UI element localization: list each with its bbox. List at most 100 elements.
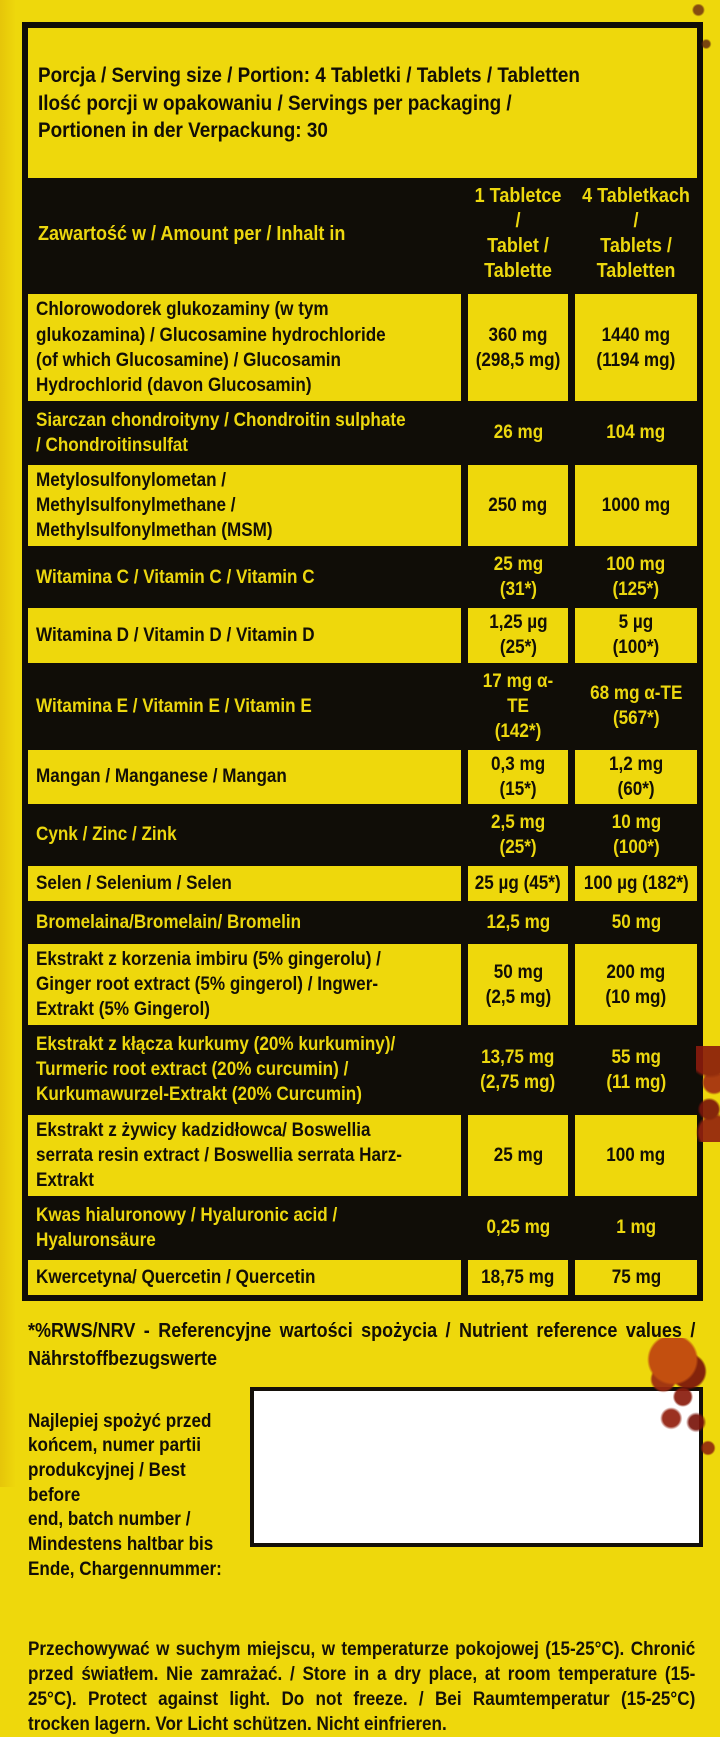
nrv-footnote: *%RWS/NRV - Referencyjne wartości spożyc… (28, 1319, 696, 1370)
amount-per-4-tablets-text: 55 mg (11 mg) (606, 1046, 666, 1093)
table-body: Chlorowodorek glukozaminy (w tym glukoza… (28, 290, 697, 1295)
amount-per-1-tablet-text: 12,5 mg (486, 912, 550, 933)
ingredient-name-text: Metylosulfonylometan / Methylsulfonylmet… (36, 469, 273, 542)
amount-per-1-tablet: 1,25 µg (25*) (468, 608, 568, 663)
header-amount-per: Zawartość w / Amount per / Inhalt in (38, 222, 346, 245)
ingredient-name-text: Ekstrakt z żywicy kadzidłowca/ Boswellia… (36, 1119, 402, 1191)
table-row: Kwercetyna/ Quercetin / Quercetin 18,75 m… (28, 1259, 697, 1295)
ingredient-name-text: Ekstrakt z kłącza kurkumy (20% kurkuminy… (36, 1034, 396, 1106)
serving-info-text: Porcja / Serving size / Portion: 4 Table… (38, 64, 580, 142)
ingredient-name: Kwercetyna/ Quercetin / Quercetin (28, 1259, 461, 1295)
ingredient-name-text: Bromelaina/Bromelain/ Bromelin (36, 912, 302, 933)
amount-per-1-tablet: 13,75 mg (2,75 mg) (468, 1029, 568, 1110)
ingredient-name-text: Witamina D / Vitamin D / Vitamin D (36, 624, 315, 646)
amount-per-4-tablets-text: 1 mg (616, 1217, 656, 1239)
ingredient-name: Bromelaina/Bromelain/ Bromelin (28, 905, 461, 940)
best-before-section: Najlepiej spożyć przed końcem, numer par… (28, 1385, 703, 1607)
amount-per-1-tablet: 250 mg (468, 464, 568, 547)
amount-per-4-tablets: 68 mg α-TE (567*) (575, 667, 697, 746)
batch-number-box (250, 1386, 703, 1547)
amount-per-4-tablets-text: 100 mg (606, 1144, 666, 1166)
amount-per-1-tablet: 0,3 mg (15*) (468, 749, 568, 804)
table-row: Cynk / Zinc / Zink 2,5 mg (25*) 10 mg (100… (28, 808, 697, 862)
ingredient-name: Kwas hialuronowy / Hyaluronic acid / Hya… (28, 1200, 461, 1256)
amount-per-4-tablets-text: 100 µg (182*) (583, 873, 689, 894)
amount-per-1-tablet-text: 26 mg (493, 422, 543, 444)
storage-instructions: Przechowywać w suchym miejscu, w tempera… (28, 1639, 696, 1736)
amount-per-1-tablet-text: 25 mg (493, 1144, 543, 1166)
table-row: Bromelaina/Bromelain/ Bromelin 12,5 mg 50 … (28, 905, 697, 940)
ingredient-name-text: Witamina E / Vitamin E / Vitamin E (36, 695, 312, 717)
table-row: Witamina C / Vitamin C / Vitamin C 25 mg … (28, 550, 697, 604)
ingredient-name: Selen / Selenium / Selen (28, 866, 461, 902)
table-row: Witamina E / Vitamin E / Vitamin E 17 mg … (28, 667, 697, 746)
amount-per-1-tablet-text: 2,5 mg (25*) (490, 811, 546, 858)
amount-per-1-tablet: 12,5 mg (468, 905, 568, 940)
amount-per-4-tablets-text: 200 mg (10 mg) (605, 961, 667, 1008)
amount-per-4-tablets: 1 mg (575, 1200, 697, 1256)
table-row: Siarczan chondroityny / Chondroitin sulp… (28, 405, 697, 461)
amount-per-1-tablet-text: 18,75 mg (481, 1266, 555, 1288)
amount-per-1-tablet: 25 mg (468, 1114, 568, 1196)
serving-info: Porcja / Serving size / Portion: 4 Table… (28, 28, 697, 179)
ingredient-name-text: Kwercetyna/ Quercetin / Quercetin (36, 1266, 316, 1288)
amount-per-4-tablets: 200 mg (10 mg) (575, 944, 697, 1026)
amount-per-4-tablets: 104 mg (575, 405, 697, 461)
amount-per-1-tablet: 25 µg (45*) (468, 866, 568, 902)
amount-per-1-tablet-text: 13,75 mg (2,75 mg) (480, 1046, 556, 1093)
best-before-label: Najlepiej spożyć przed końcem, numer par… (28, 1410, 222, 1580)
amount-per-1-tablet-text: 360 mg (298,5 mg) (475, 324, 561, 371)
amount-per-1-tablet-text: 25 µg (45*) (475, 873, 561, 894)
amount-per-1-tablet: 50 mg (2,5 mg) (468, 944, 568, 1026)
amount-per-4-tablets-text: 50 mg (611, 912, 661, 933)
amount-per-4-tablets-text: 1000 mg (601, 495, 671, 517)
amount-per-4-tablets: 1000 mg (575, 464, 697, 547)
ingredient-name: Witamina E / Vitamin E / Vitamin E (28, 667, 461, 746)
supplement-label: Porcja / Serving size / Portion: 4 Table… (22, 4, 720, 1735)
amount-per-1-tablet: 26 mg (468, 405, 568, 461)
amount-per-4-tablets-text: 5 µg (100*) (612, 612, 660, 659)
table-row: Ekstrakt z korzenia imbiru (5% gingerolu… (28, 944, 697, 1026)
ingredient-name-text: Kwas hialuronowy / Hyaluronic acid / Hya… (36, 1204, 338, 1251)
amount-per-4-tablets: 5 µg (100*) (575, 608, 697, 663)
amount-per-4-tablets: 100 µg (182*) (575, 866, 697, 902)
ingredient-name-text: Cynk / Zinc / Zink (36, 824, 177, 846)
table-row: Chlorowodorek glukozaminy (w tym glukoza… (28, 294, 697, 401)
amount-per-4-tablets: 1,2 mg (60*) (575, 749, 697, 804)
amount-per-4-tablets: 55 mg (11 mg) (575, 1029, 697, 1110)
amount-per-4-tablets: 50 mg (575, 905, 697, 940)
amount-per-4-tablets-text: 10 mg (100*) (611, 811, 661, 858)
ingredient-name-text: Ekstrakt z korzenia imbiru (5% gingerolu… (36, 949, 381, 1021)
amount-per-1-tablet: 25 mg (31*) (468, 550, 568, 604)
amount-per-4-tablets-text: 1,2 mg (60*) (608, 753, 664, 800)
ingredient-name: Ekstrakt z kłącza kurkumy (20% kurkuminy… (28, 1029, 461, 1110)
amount-per-1-tablet: 0,25 mg (468, 1200, 568, 1256)
header-per-1-tablet: 1 Tabletce / Tablet / Tablette (474, 185, 562, 283)
amount-per-1-tablet-text: 0,3 mg (15*) (490, 753, 546, 800)
amount-per-1-tablet-text: 25 mg (31*) (493, 554, 543, 601)
table-row: Ekstrakt z kłącza kurkumy (20% kurkuminy… (28, 1029, 697, 1110)
ingredient-name: Ekstrakt z żywicy kadzidłowca/ Boswellia… (28, 1114, 461, 1196)
ingredient-name-text: Chlorowodorek glukozaminy (w tym glukoza… (36, 299, 386, 396)
table-row: Selen / Selenium / Selen 25 µg (45*) 100 µ… (28, 866, 697, 902)
amount-per-4-tablets-text: 100 mg (125*) (606, 554, 666, 601)
ingredient-name: Metylosulfonylometan / Methylsulfonylmet… (28, 464, 461, 547)
amount-per-1-tablet-text: 250 mg (488, 495, 548, 517)
amount-per-4-tablets: 75 mg (575, 1259, 697, 1295)
header-per-4-tablets: 4 Tabletkach / Tablets / Tabletten (582, 185, 690, 283)
amount-per-4-tablets: 100 mg (125*) (575, 550, 697, 604)
ingredient-name: Mangan / Manganese / Mangan (28, 749, 461, 804)
amount-per-4-tablets: 1440 mg (1194 mg) (575, 294, 697, 401)
nutrition-facts-panel: Porcja / Serving size / Portion: 4 Table… (22, 22, 703, 1301)
amount-per-4-tablets-text: 75 mg (611, 1266, 661, 1288)
amount-per-1-tablet-text: 50 mg (2,5 mg) (485, 961, 551, 1008)
table-row: Witamina D / Vitamin D / Vitamin D 1,25 µ… (28, 608, 697, 663)
amount-per-4-tablets-text: 104 mg (606, 422, 666, 444)
amount-per-4-tablets-text: 68 mg α-TE (567*) (589, 683, 683, 730)
ingredient-name-text: Mangan / Manganese / Mangan (36, 766, 287, 788)
ingredient-name: Chlorowodorek glukozaminy (w tym glukoza… (28, 294, 461, 401)
table-row: Metylosulfonylometan / Methylsulfonylmet… (28, 464, 697, 547)
amount-per-1-tablet: 17 mg α-TE (142*) (468, 667, 568, 746)
nutrition-table-header: Zawartość w / Amount per / Inhalt in 1 T… (28, 178, 697, 290)
amount-per-4-tablets: 10 mg (100*) (575, 808, 697, 862)
